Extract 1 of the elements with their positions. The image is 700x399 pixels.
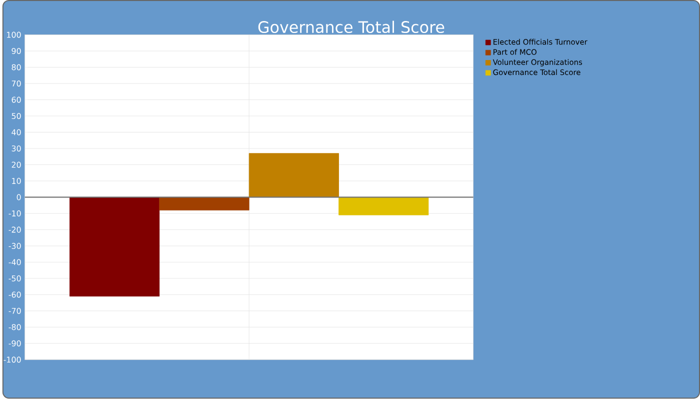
chart-title: Governance Total Score [258,20,444,34]
